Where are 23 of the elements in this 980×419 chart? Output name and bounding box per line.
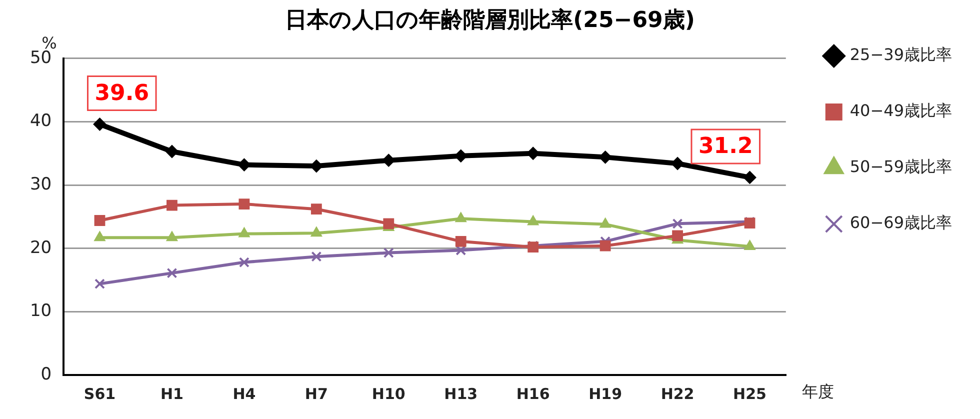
annotation: 31.2 — [698, 134, 753, 160]
y-tick-label: 0 — [40, 364, 52, 384]
chart-title: 日本の人口の年齢階層別比率(25−69歳) — [285, 6, 695, 33]
x-tick-label: H1 — [160, 384, 184, 403]
x-tick-label: H19 — [588, 384, 622, 403]
x-axis-title: 年度 — [802, 382, 834, 402]
x-tick-label: H25 — [733, 384, 766, 403]
x-tick-label: H22 — [660, 384, 694, 403]
annotation: 39.6 — [94, 80, 150, 106]
y-tick-label: 40 — [30, 111, 52, 132]
legend-label: 40−49歳比率 — [850, 101, 952, 120]
x-tick-label: S61 — [84, 384, 116, 403]
legend-label: 25−39歳比率 — [850, 45, 952, 64]
legend-label: 50−59歳比率 — [850, 157, 952, 176]
x-tick-label: H10 — [372, 384, 406, 403]
y-tick-label: 10 — [30, 301, 52, 322]
x-tick-label: H7 — [304, 384, 328, 403]
x-tick-label: H16 — [516, 384, 550, 403]
legend-label: 60−69歳比率 — [850, 213, 952, 232]
x-tick-label: H13 — [444, 384, 478, 403]
x-tick-label: H4 — [232, 384, 256, 403]
y-tick-label: 20 — [30, 238, 52, 258]
y-tick-label: 30 — [30, 174, 52, 194]
